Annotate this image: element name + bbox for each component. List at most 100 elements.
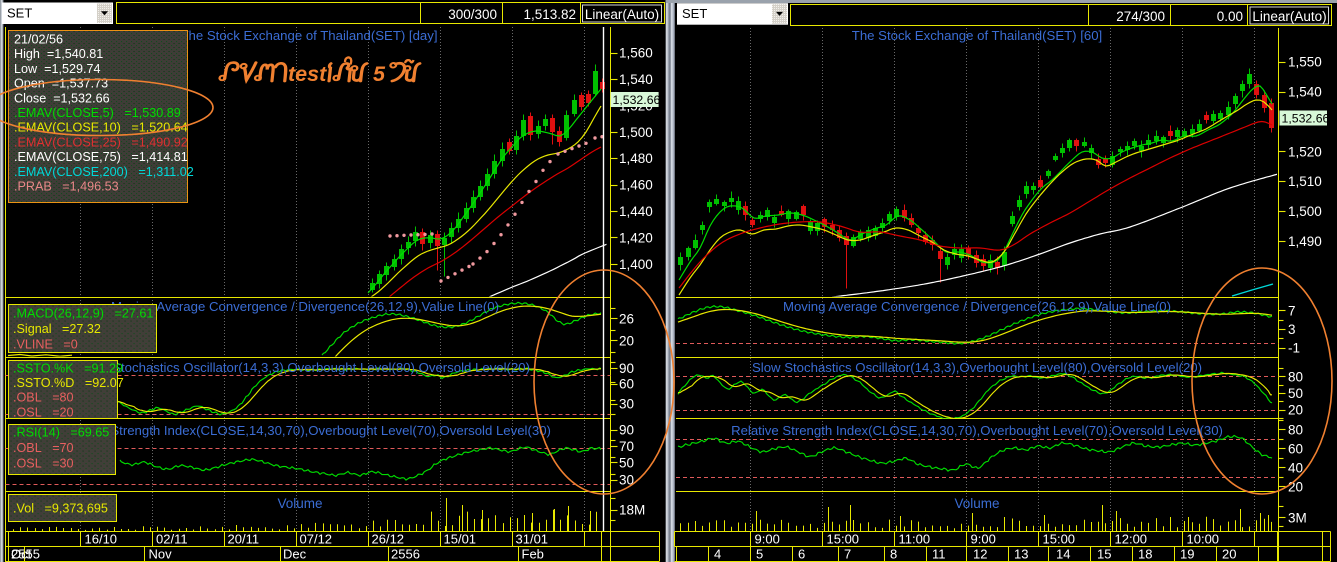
svg-text:20: 20: [619, 334, 634, 349]
svg-text:20: 20: [1288, 403, 1303, 418]
svg-text:15: 15: [1097, 547, 1111, 562]
svg-text:.EMAV(CLOSE,5) =1,530.89: .EMAV(CLOSE,5) =1,530.89: [14, 106, 181, 120]
svg-text:.Vol =9,373,695: .Vol =9,373,695: [13, 502, 108, 516]
svg-text:20: 20: [1222, 547, 1236, 562]
svg-text:26: 26: [619, 312, 634, 327]
svg-text:26/12: 26/12: [372, 532, 405, 547]
svg-text:02/11: 02/11: [156, 532, 188, 547]
svg-text:4: 4: [714, 547, 721, 562]
svg-text:274/300: 274/300: [1116, 9, 1165, 24]
svg-text:7: 7: [1288, 304, 1296, 319]
svg-text:.SSTO.%D =92.07: .SSTO.%D =92.07: [13, 376, 124, 390]
svg-text:Moving Average Convergence / D: Moving Average Convergence / Divergence(…: [111, 299, 499, 314]
svg-text:1,490: 1,490: [1288, 234, 1322, 249]
svg-text:5: 5: [756, 547, 763, 562]
svg-text:80: 80: [1288, 370, 1303, 385]
svg-text:15:00: 15:00: [1043, 532, 1076, 547]
svg-text:Close =1,532.66: Close =1,532.66: [14, 91, 110, 105]
svg-text:1,460: 1,460: [619, 178, 653, 193]
svg-text:Feb: Feb: [522, 547, 544, 562]
svg-text:.EMAV(CLOSE,25) =1,490.92: .EMAV(CLOSE,25) =1,490.92: [14, 135, 188, 149]
svg-text:.SSTO.%K =91.29: .SSTO.%K =91.29: [13, 362, 123, 376]
svg-text:High =1,540.81: High =1,540.81: [14, 47, 103, 61]
svg-text:.VLINE =0: .VLINE =0: [13, 338, 78, 352]
svg-text:8: 8: [890, 547, 897, 562]
svg-text:90: 90: [619, 361, 634, 376]
svg-text:1,400: 1,400: [619, 257, 653, 272]
svg-text:Slow Stochastics Oscillator(14: Slow Stochastics Oscillator(14,3,3),Over…: [80, 360, 530, 375]
svg-text:Relative Strength Index(CLOSE,: Relative Strength Index(CLOSE,14,30,70),…: [731, 423, 1223, 438]
svg-text:1,520: 1,520: [1288, 144, 1322, 159]
svg-text:The Stock Exchange of Thailand: The Stock Exchange of Thailand(SET) [60]: [852, 28, 1102, 43]
svg-text:18: 18: [1138, 547, 1152, 562]
svg-text:Linear(Auto): Linear(Auto): [585, 7, 659, 22]
svg-text:1,532.66: 1,532.66: [613, 93, 661, 107]
svg-text:80: 80: [1288, 422, 1303, 437]
svg-text:-1: -1: [1288, 341, 1300, 356]
svg-text:test: test: [288, 62, 327, 86]
svg-text:60: 60: [619, 377, 634, 392]
svg-text:2555: 2555: [11, 547, 40, 562]
svg-text:19: 19: [1180, 547, 1194, 562]
svg-text:3M: 3M: [1288, 510, 1307, 525]
svg-text:Moving Average Convergence / D: Moving Average Convergence / Divergence(…: [783, 299, 1171, 314]
svg-text:.EMAV(CLOSE,75) =1,414.81: .EMAV(CLOSE,75) =1,414.81: [14, 150, 188, 164]
svg-text:21/02/56: 21/02/56: [14, 33, 63, 47]
svg-text:Volume: Volume: [954, 496, 999, 511]
svg-text:12:00: 12:00: [1115, 532, 1148, 547]
svg-text:15:00: 15:00: [827, 532, 860, 547]
svg-text:.EMAV(CLOSE,10) =1,520.64: .EMAV(CLOSE,10) =1,520.64: [14, 121, 188, 135]
svg-text:.MACD(26,12,9) =27.61: .MACD(26,12,9) =27.61: [13, 307, 153, 321]
svg-text:The Stock Exchange of Thailand: The Stock Exchange of Thailand(SET) [day…: [180, 28, 437, 43]
svg-text:30: 30: [619, 473, 634, 488]
svg-text:70: 70: [619, 439, 634, 454]
svg-text:15/01: 15/01: [444, 532, 477, 547]
svg-text:6: 6: [798, 547, 805, 562]
svg-text:50: 50: [619, 456, 634, 471]
svg-text:1,532.66: 1,532.66: [1282, 111, 1330, 125]
svg-text:Dec: Dec: [283, 547, 307, 562]
svg-text:11: 11: [932, 547, 946, 562]
svg-text:1,540: 1,540: [619, 72, 653, 87]
svg-text:10:00: 10:00: [1187, 532, 1220, 547]
svg-text:1,420: 1,420: [619, 230, 653, 245]
svg-text:SET: SET: [682, 6, 707, 21]
svg-text:.Signal =27.32: .Signal =27.32: [13, 322, 101, 336]
svg-text:Slow Stochastics Oscillator(14: Slow Stochastics Oscillator(14,3,3),Over…: [752, 360, 1202, 375]
svg-text:07/12: 07/12: [300, 532, 333, 547]
svg-text:90: 90: [619, 423, 634, 438]
svg-text:SET: SET: [7, 6, 32, 21]
svg-text:9:00: 9:00: [971, 532, 996, 547]
svg-text:Volume: Volume: [277, 496, 322, 511]
svg-text:3: 3: [1288, 322, 1296, 337]
svg-text:.OSL =30: .OSL =30: [13, 457, 74, 471]
svg-text:1,500: 1,500: [619, 125, 653, 140]
svg-text:1,560: 1,560: [619, 46, 653, 61]
svg-text:Nov: Nov: [149, 547, 173, 562]
svg-text:Oct: Oct: [11, 547, 32, 562]
svg-text:Low =1,529.74: Low =1,529.74: [14, 62, 100, 76]
svg-text:0.00: 0.00: [1217, 9, 1243, 24]
svg-text:.OBL =70: .OBL =70: [13, 441, 74, 455]
svg-text:.PRAB =1,496.53: .PRAB =1,496.53: [14, 180, 119, 194]
svg-text:Open =1,537.73: Open =1,537.73: [14, 77, 108, 91]
svg-text:20/11: 20/11: [228, 532, 260, 547]
svg-text:1,513.82: 1,513.82: [523, 7, 576, 22]
svg-text:.RSI(14) =69.65: .RSI(14) =69.65: [13, 426, 109, 440]
svg-text:30: 30: [619, 397, 634, 412]
svg-text:2556: 2556: [391, 547, 420, 562]
svg-text:1,540: 1,540: [1288, 85, 1322, 100]
svg-text:.EMAV(CLOSE,200) =1,311.02: .EMAV(CLOSE,200) =1,311.02: [14, 165, 194, 179]
svg-text:12: 12: [973, 547, 987, 562]
svg-text:11:00: 11:00: [899, 532, 931, 547]
svg-text:14: 14: [1056, 547, 1070, 562]
svg-text:31/01: 31/01: [516, 532, 549, 547]
svg-text:18M: 18M: [619, 503, 645, 518]
svg-text:.OBL =80: .OBL =80: [13, 391, 74, 405]
svg-text:13: 13: [1014, 547, 1028, 562]
svg-text:1,550: 1,550: [1288, 55, 1322, 70]
svg-text:50: 50: [1288, 386, 1303, 401]
svg-text:16/10: 16/10: [85, 532, 118, 547]
svg-text:300/300: 300/300: [448, 7, 497, 22]
svg-text:40: 40: [1288, 460, 1303, 475]
